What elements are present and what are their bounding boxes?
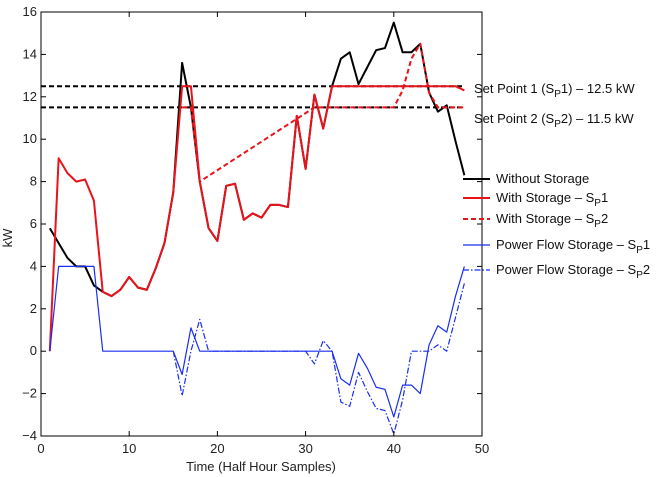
y-tick-label: 16 [23, 4, 37, 19]
y-tick-label: −4 [22, 428, 37, 443]
axes [40, 11, 483, 437]
series-line-power-flow-storage-sp2 [172, 283, 465, 435]
legend-entry-without-storage: Without Storage [463, 171, 589, 186]
set-point-2-annotation: Set Point 2 (SP2) – 11.5 kW [474, 111, 634, 130]
set-point-1-annotation: Set Point 1 (SP1) – 12.5 kW [474, 81, 635, 100]
y-tick-label: 12 [23, 89, 37, 104]
set-point-annotations: Set Point 1 (SP1) – 12.5 kW Set Point 2 … [474, 81, 635, 130]
series-line-with-storage-sp2 [182, 42, 465, 183]
y-tick-label: 2 [30, 301, 37, 316]
plot-area [41, 12, 482, 436]
series-line-power-flow-storage-sp1 [49, 265, 465, 418]
legend-entry-with-storage-sp1: With Storage – SP1 [463, 190, 608, 209]
y-tick-label: 6 [30, 216, 37, 231]
legend-label-with-storage-sp2: With Storage – SP2 [496, 211, 608, 230]
legend-entry-power-flow-sp1: Power Flow Storage – SP1 [463, 237, 650, 256]
legend-label-with-storage-sp1: With Storage – SP1 [496, 190, 608, 209]
x-tick-label: 40 [387, 441, 401, 456]
legend-label-power-flow-sp1: Power Flow Storage – SP1 [496, 237, 650, 256]
series-line-with-storage-sp1 [48, 85, 465, 352]
y-tick-label: 14 [23, 46, 37, 61]
y-tick-label: 10 [23, 131, 37, 146]
legend-entry-with-storage-sp2: With Storage – SP2 [463, 211, 608, 230]
legend-entry-power-flow-sp2: Power Flow Storage – SP2 [463, 262, 650, 281]
x-tick-label: 20 [210, 441, 224, 456]
y-axis-title: kW [0, 228, 15, 248]
y-tick-label: 4 [30, 258, 37, 273]
x-tick-label: 30 [298, 441, 312, 456]
tick-labels: 0 10 20 30 40 50 −4 −2 0 2 4 6 8 10 12 14 16 [22, 4, 489, 456]
y-tick-label: 0 [30, 343, 37, 358]
x-tick-label: 10 [122, 441, 136, 456]
y-tick-label: 8 [30, 174, 37, 189]
x-tick-label: 0 [37, 441, 44, 456]
legend: Without Storage With Storage – SP1 With … [463, 171, 650, 281]
x-axis-title: Time (Half Hour Samples) [186, 459, 336, 474]
series-lines [48, 21, 466, 435]
plot-background [41, 12, 482, 436]
y-tick-label: −2 [22, 386, 37, 401]
legend-label-power-flow-sp2: Power Flow Storage – SP2 [496, 262, 650, 281]
legend-label-without-storage: Without Storage [496, 171, 589, 186]
x-tick-label: 50 [475, 441, 489, 456]
